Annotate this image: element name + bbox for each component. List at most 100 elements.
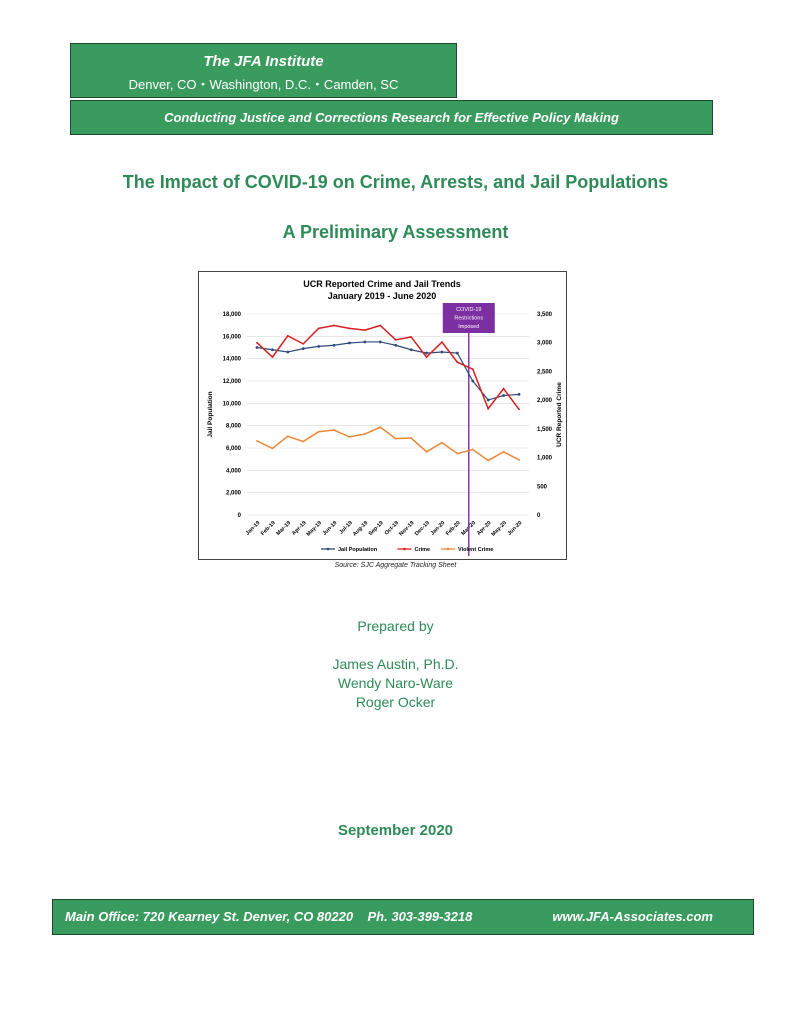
data-point [256,341,258,344]
data-point [502,450,505,453]
y2-tick-label: 0 [537,513,541,519]
data-point [363,433,366,435]
data-point [487,459,490,462]
y2-tick-label: 3,000 [537,341,553,347]
data-point [410,437,413,439]
institute-name: The JFA Institute [203,53,324,70]
data-point [333,429,335,431]
x-tick-label: Oct-19 [384,520,400,536]
data-point [256,440,258,442]
x-tick-label: Dec-19 [414,520,431,537]
data-point [332,343,336,347]
footer-website-link[interactable]: www.JFA-Associates.com [552,909,713,924]
legend-label: Violent Crime [458,547,493,553]
author-name: Wendy Naro-Ware [337,675,454,691]
y-tick-label: 0 [238,513,242,519]
chart-title: UCR Reported Crime and Jail Trends [303,279,461,289]
x-tick-label: Jun-19 [322,520,339,537]
data-point [517,393,521,396]
data-point [379,426,382,429]
data-point [271,348,274,352]
data-point [441,341,443,344]
data-point [410,336,413,338]
report-date: September 2020 [337,822,454,839]
tagline-banner: Conducting Justice and Corrections Resea… [70,100,713,135]
x-tick-label: Aug-19 [352,520,369,537]
data-point [487,407,490,410]
prepared-by-label: Prepared by [357,618,434,634]
data-point [363,340,367,344]
data-point [363,329,366,331]
annotation-box [442,303,495,333]
institute-locations: Denver, CO・Washington, D.C.・Camden, SC [128,77,399,92]
author-name: Roger Ocker [355,694,436,710]
y2-tick-label: 2,000 [537,398,553,404]
x-tick-label: May-19 [306,520,323,537]
data-point [441,441,443,444]
data-point [286,435,289,438]
data-point [271,447,274,450]
y2-tick-label: 2,500 [537,369,553,375]
y-tick-label: 4,000 [226,468,242,474]
institute-header-box: The JFA Institute Denver, CO・Washington,… [70,43,457,98]
data-point [456,452,459,455]
data-point [286,350,290,354]
x-tick-label: Mar-19 [275,520,292,537]
x-tick-label: Jan-19 [245,520,262,537]
data-point [456,361,459,364]
data-point [348,327,351,330]
y-tick-label: 16,000 [223,334,242,340]
data-point [518,408,520,411]
data-point [317,344,321,348]
data-point [471,448,474,451]
y-tick-label: 8,000 [226,424,242,430]
x-tick-label: Nov-19 [398,520,415,537]
series-line-violent-crime [256,426,520,462]
data-point [302,342,305,345]
y2-tick-label: 1,000 [537,456,553,462]
data-point [394,338,397,341]
annotation-label-line: COVID-19 [456,307,481,313]
data-point [333,324,335,327]
data-point [394,437,397,440]
data-point [502,387,505,390]
data-point [378,340,382,344]
data-point [317,327,320,330]
legend-label: Crime [415,547,431,553]
data-point [348,435,351,438]
y-tick-label: 14,000 [223,357,242,363]
x-tick-label: May-20 [491,520,508,537]
y-tick-label: 18,000 [223,312,242,318]
data-point [301,347,305,351]
x-tick-label: Jun-20 [507,520,524,537]
legend-marker [446,547,450,551]
legend-marker [326,547,330,551]
data-point [486,398,490,402]
y-axis-label: Jail Population [207,391,214,437]
report-title: The Impact of COVID-19 on Crime, Arrests… [122,172,669,192]
legend-label: Jail Population [338,547,378,553]
data-point [425,351,428,355]
data-point [425,356,428,358]
annotation-label-line: Restrictions [454,316,483,322]
tagline: Conducting Justice and Corrections Resea… [164,110,619,125]
y2-tick-label: 1,500 [537,427,553,433]
y-tick-label: 2,000 [226,491,242,497]
footer-banner: Main Office: 720 Kearney St. Denver, CO … [52,899,754,935]
y2-tick-label: 3,500 [537,312,553,318]
data-point [394,343,398,347]
series-line-jail-population [256,341,520,401]
data-point [317,430,320,433]
trend-chart: UCR Reported Crime and Jail Trends Januar… [207,279,563,556]
y2-axis-label: UCR Reported Crime [556,382,563,447]
data-point [471,379,475,383]
y-tick-label: 12,000 [223,379,242,385]
data-point [425,450,428,453]
chart-source-note: Source: SJC Aggregate Tracking Sheet [334,562,457,569]
data-point [440,350,444,354]
data-point [271,356,274,358]
annotation-label-line: Imposed [458,324,479,330]
data-point [455,351,459,355]
report-subtitle: A Preliminary Assessment [282,222,509,242]
series-line-crime [256,324,520,411]
